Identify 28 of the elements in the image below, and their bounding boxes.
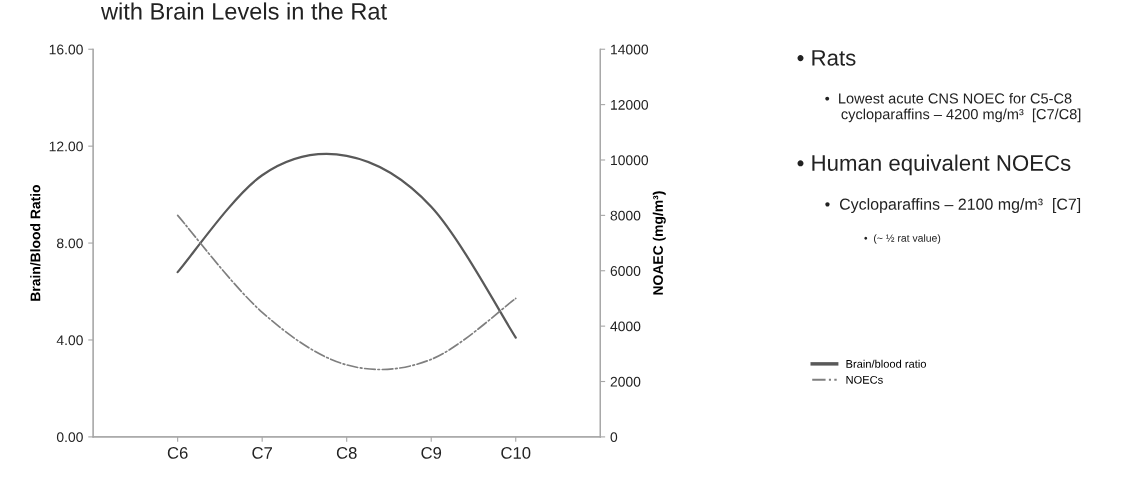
text: • Cycloparaffins – 2100 mg/m³ [C7]	[825, 198, 1081, 213]
y2-tick-label: 8000	[610, 210, 641, 221]
y2-axis-title: NOAEC (mg/m³)	[652, 191, 666, 295]
chart-title: with Brain Levels in the Rat	[100, 2, 387, 20]
y-tick-label: 0.00	[56, 432, 83, 443]
y-tick-label: 16.00	[49, 44, 83, 55]
x-tick-label: C8	[336, 447, 357, 459]
y2-tick-label: 12000	[611, 99, 649, 110]
y-tick-label: 8.00	[56, 238, 83, 249]
y-axis-title: Brain/Blood Ratio	[30, 184, 41, 301]
y2-tick-label: 2000	[610, 376, 641, 387]
text: • Rats	[797, 50, 856, 66]
text: • (~ ½ rat value)	[864, 234, 941, 244]
y2-tick-label: 6000	[610, 266, 641, 276]
y-tick-label: 12.00	[49, 141, 83, 152]
y2-tick-label: 4000	[610, 321, 641, 332]
x-tick-label: C9	[421, 447, 442, 459]
y-tick-label: 4.00	[56, 335, 83, 346]
text: • Lowest acute CNS NOEC for C5-C8 cycloparaffins – 4200 mg/m³ [C7/C8]	[825, 92, 1081, 123]
text: • Human equivalent NOECs	[797, 154, 1071, 176]
y2-tick-label: 10000	[611, 155, 649, 166]
y2-tick-label: 0	[610, 432, 618, 443]
y2-tick-label: 14000	[611, 44, 649, 55]
x-tick-label: C6	[167, 447, 188, 459]
x-tick-label: C7	[252, 447, 272, 459]
legend-label: NOECs	[846, 375, 883, 384]
legend-label: Brain/blood ratio	[846, 359, 927, 368]
x-tick-label: C10	[501, 447, 531, 459]
